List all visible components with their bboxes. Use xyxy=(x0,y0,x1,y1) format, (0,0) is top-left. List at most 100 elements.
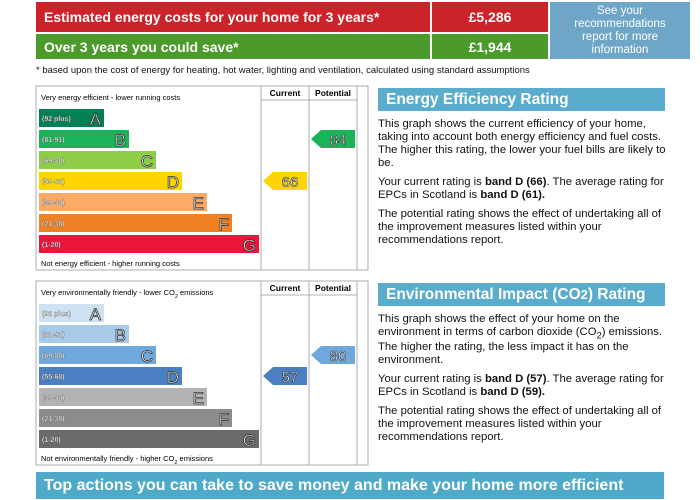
column-header: Potential xyxy=(315,88,351,98)
band-letter: B xyxy=(115,131,126,150)
top-label: Very energy efficient - lower running co… xyxy=(41,93,180,102)
band-letter: F xyxy=(219,215,229,234)
column-header: Potential xyxy=(315,283,351,293)
bottom-label: Not energy efficient - higher running co… xyxy=(41,259,180,268)
band-range: (81-91) xyxy=(42,332,65,339)
text-part: Your current rating is xyxy=(378,373,485,386)
band-letter: C xyxy=(141,347,153,366)
rating-heading: Energy Efficiency Rating xyxy=(378,88,665,111)
text-part: 2 xyxy=(596,329,602,341)
band-letter: A xyxy=(90,305,102,324)
text-part: band D (61). xyxy=(480,189,546,201)
text-part: band D (66) xyxy=(484,176,547,188)
saving-value: £1,944 xyxy=(432,34,548,59)
rating-text: This graph shows the current efficiency … xyxy=(378,118,668,253)
text-part: band D (57) xyxy=(484,373,547,386)
text-part: Your current rating is xyxy=(378,176,485,188)
text-part: ) Rating xyxy=(587,285,646,303)
footnote: * based upon the cost of energy for heat… xyxy=(36,65,530,76)
text-part: ) emissions. The higher the rating, the … xyxy=(378,326,663,367)
band-bar xyxy=(39,304,104,322)
band-bar xyxy=(39,367,182,385)
text-part: . The average rating for EPCs in Scotlan… xyxy=(378,373,664,399)
rating-chart: Current Potential Very environmentally fri… xyxy=(35,280,369,466)
current-arrow xyxy=(263,367,307,385)
band-range: (55-68) xyxy=(42,179,65,186)
chart-frame xyxy=(35,280,369,466)
text-part: 2 xyxy=(175,294,178,300)
band-letter: C xyxy=(141,152,153,171)
band-range: (1-20) xyxy=(42,437,61,444)
band-bar xyxy=(39,109,104,127)
band-range: (39-54) xyxy=(42,200,65,207)
potential-arrow xyxy=(311,130,355,148)
band-range: (92 plus) xyxy=(42,311,71,318)
potential-rating: 84 xyxy=(330,132,347,149)
band-bar xyxy=(39,409,232,427)
text-part: The potential rating shows the effect of… xyxy=(378,405,662,444)
band-letter: G xyxy=(243,236,256,255)
band-range: (1-20) xyxy=(42,242,61,249)
column-header: Current xyxy=(270,88,301,98)
rating-chart: Current Potential Very energy efficient - … xyxy=(35,85,369,271)
paragraph: The potential rating shows the effect of… xyxy=(378,208,668,247)
rating-text: This graph shows the effect of your home… xyxy=(378,313,668,450)
band-letter: G xyxy=(243,431,256,450)
band-range: (39-54) xyxy=(42,395,65,402)
band-range: (92 plus) xyxy=(42,116,71,123)
band-bar xyxy=(39,325,129,343)
band-bar xyxy=(39,235,259,253)
text-part: band D (59). xyxy=(480,386,546,399)
band-range: (55-68) xyxy=(42,374,65,381)
text-part: Energy Efficiency Rating xyxy=(386,90,569,108)
band-range: (81-91) xyxy=(42,137,65,144)
band-bar xyxy=(39,130,129,148)
bottom-label: Not environmentally friendly - higher CO… xyxy=(41,454,213,466)
text-part: Very energy efficient - lower running co… xyxy=(41,93,180,102)
current-rating: 57 xyxy=(282,369,299,386)
current-arrow xyxy=(263,172,307,190)
paragraph: This graph shows the current efficiency … xyxy=(378,118,668,170)
potential-rating: 80 xyxy=(330,348,347,365)
paragraph: This graph shows the effect of your home… xyxy=(378,313,668,367)
text-part: Not environmentally friendly - higher CO xyxy=(41,454,175,463)
text-part: This graph shows the effect of your home… xyxy=(378,313,620,338)
band-range: (69-80) xyxy=(42,353,65,360)
banner: Top actions you can take to save money a… xyxy=(36,472,664,499)
column-header: Current xyxy=(270,283,301,293)
potential-arrow xyxy=(311,346,355,364)
band-letter: B xyxy=(115,326,126,345)
cost-label: Estimated energy costs for your home for… xyxy=(36,2,430,32)
band-range: (21-38) xyxy=(42,416,65,423)
band-bar xyxy=(39,193,207,211)
band-bar xyxy=(39,346,156,364)
text-part: This graph shows the current efficiency … xyxy=(378,118,666,169)
current-rating: 66 xyxy=(282,174,299,191)
chart-frame xyxy=(35,85,369,271)
band-bar xyxy=(39,430,259,448)
band-letter: D xyxy=(167,173,179,192)
text-part: emissions xyxy=(178,288,214,297)
text-part: The potential rating shows the effect of… xyxy=(378,208,662,246)
rating-heading: Environmental Impact (CO 2) Rating xyxy=(378,283,665,306)
text-part: Very environmentally friendly - lower CO xyxy=(41,288,175,297)
band-bar xyxy=(39,172,182,190)
text-part: 2 xyxy=(580,287,588,302)
cost-value: £5,286 xyxy=(432,2,548,32)
band-bar xyxy=(39,151,156,169)
top-label: Very environmentally friendly - lower CO… xyxy=(41,288,214,300)
text-part: emissions xyxy=(177,454,213,463)
band-letter: E xyxy=(193,389,204,408)
text-part: . The average rating for EPCs in Scotlan… xyxy=(378,176,664,201)
recommendations-note: See your recommendations report for more… xyxy=(550,2,690,59)
band-range: (69-80) xyxy=(42,158,65,165)
band-bar xyxy=(39,214,232,232)
band-letter: A xyxy=(90,110,102,129)
band-letter: F xyxy=(219,410,229,429)
text-part: 2 xyxy=(174,460,177,466)
text-part: Environmental Impact (CO xyxy=(386,285,581,303)
text-part: Not energy efficient - higher running co… xyxy=(41,259,180,268)
band-range: (21-38) xyxy=(42,221,65,228)
paragraph: The potential rating shows the effect of… xyxy=(378,405,668,444)
